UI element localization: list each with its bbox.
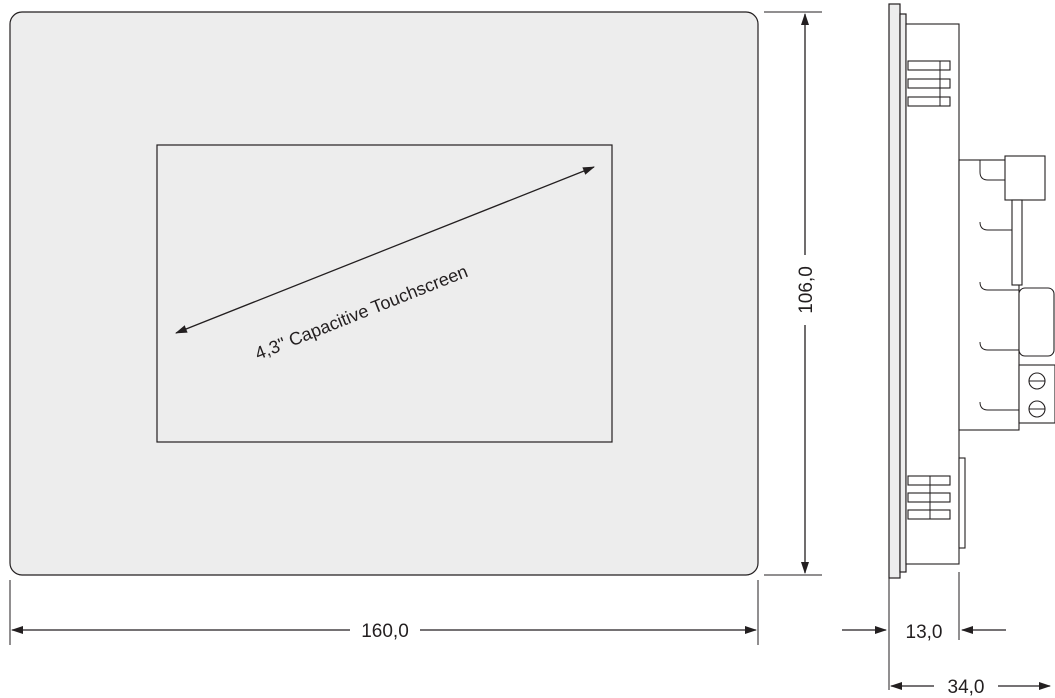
front-depth-label: 13,0 — [906, 622, 943, 643]
screen-diagonal-arrow — [175, 166, 595, 334]
bottom-rear-step — [958, 457, 966, 549]
height-dimension: 106,0 — [764, 11, 822, 576]
total-depth-dimension: 34,0 — [890, 677, 1051, 698]
top-plug — [1004, 155, 1046, 201]
front-view: 4,3" Capacitive Touchscreen — [9, 11, 759, 576]
bottom-mounting-clips — [907, 475, 951, 520]
top-mounting-clips — [907, 60, 951, 107]
ethernet-plug — [1018, 287, 1055, 357]
middle-plug — [1011, 199, 1023, 286]
terminal-block — [1018, 364, 1055, 424]
front-depth-dimension: 13,0 — [842, 622, 1006, 643]
side-bezel — [888, 3, 901, 579]
total-depth-label: 34,0 — [948, 677, 985, 698]
connector-slots — [979, 160, 1019, 411]
rear-connector-block — [958, 159, 1020, 431]
height-dimension-label: 106,0 — [796, 266, 817, 314]
width-dimension: 160,0 — [9, 580, 759, 645]
side-bezel-lip — [899, 13, 907, 573]
width-dimension-label: 160,0 — [361, 621, 409, 642]
side-view — [888, 3, 1055, 579]
